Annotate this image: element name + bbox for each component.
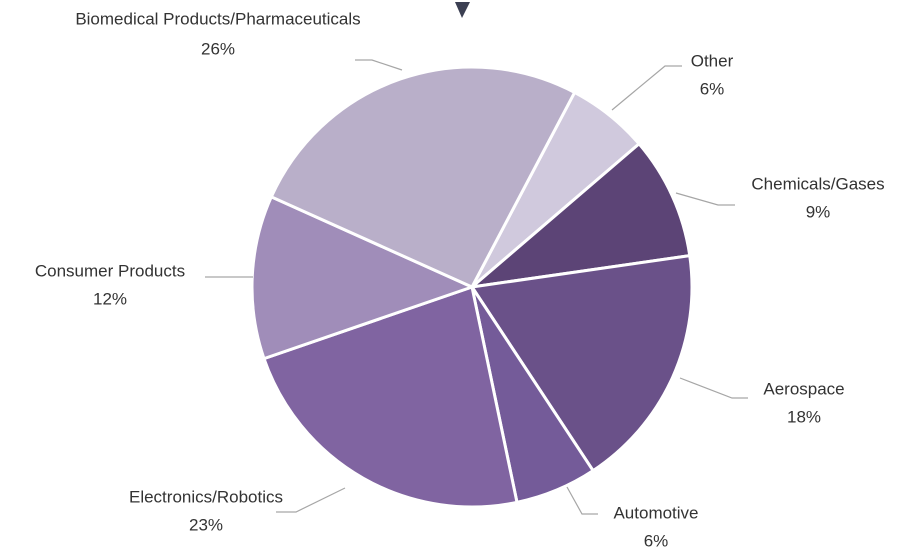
leader-line — [566, 486, 598, 515]
leader-line — [276, 487, 346, 513]
pie-slice — [467, 141, 692, 290]
slice-value-label: 26% — [201, 39, 235, 58]
leader-line — [611, 65, 682, 111]
slice-label: Consumer Products — [35, 261, 185, 280]
slice-label: Biomedical Products/Pharmaceuticals — [75, 9, 360, 28]
slice-value-label: 23% — [189, 515, 223, 534]
leader-line — [355, 59, 403, 71]
leader-line — [675, 192, 735, 206]
pointer-icon — [455, 2, 470, 18]
slice-label: Aerospace — [763, 379, 844, 398]
pie-slice — [269, 65, 577, 289]
slice-label: Other — [691, 51, 734, 70]
slice-label: Electronics/Robotics — [129, 487, 283, 506]
pie-slice — [262, 285, 519, 509]
pie-slice — [469, 253, 694, 473]
slice-value-label: 6% — [644, 531, 669, 550]
slice-label: Chemicals/Gases — [751, 174, 884, 193]
slice-value-label: 9% — [806, 202, 831, 221]
leader-line — [679, 377, 748, 399]
slice-value-label: 12% — [93, 289, 127, 308]
slice-value-label: 18% — [787, 407, 821, 426]
slice-label: Automotive — [613, 503, 698, 522]
slice-value-label: 6% — [700, 79, 725, 98]
